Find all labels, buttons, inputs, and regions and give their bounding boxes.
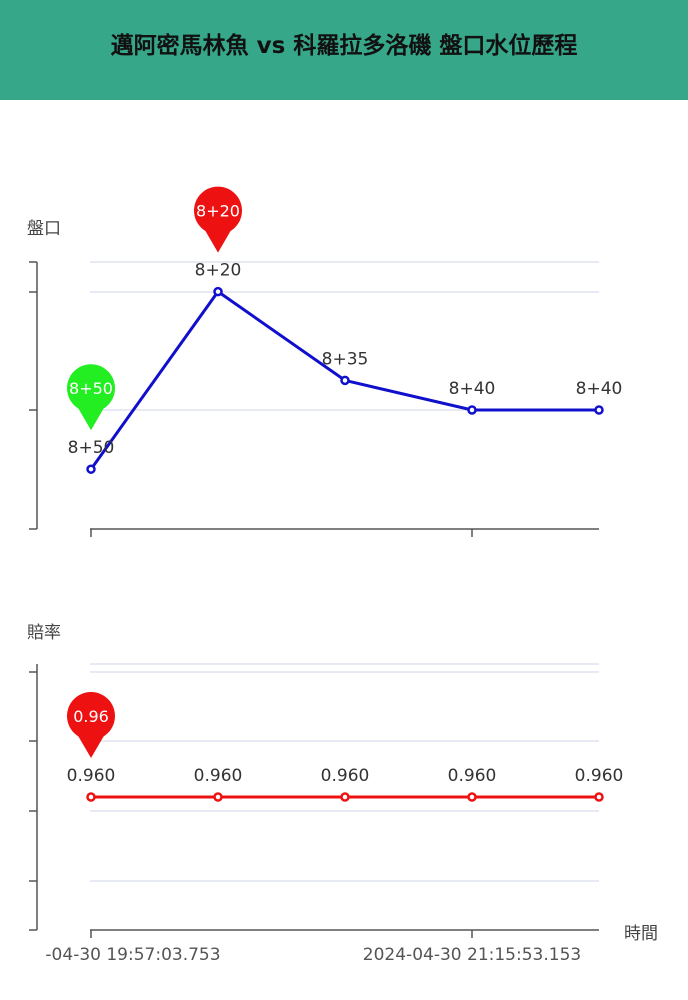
- page-title: 邁阿密馬林魚 vs 科羅拉多洛磯 盤口水位歷程: [110, 33, 578, 59]
- odds-data-label: 0.960: [321, 766, 370, 786]
- odds-marker-pin: 0.96: [67, 692, 116, 758]
- handicap-data-point: [213, 286, 223, 297]
- odds-data-point: [594, 792, 604, 802]
- odds-data-label: 0.960: [67, 766, 116, 786]
- odds-data-label: 0.960: [448, 766, 497, 786]
- marker-label: 0.96: [73, 707, 109, 726]
- marker-label: 8+50: [69, 379, 113, 398]
- odds-data-point: [340, 792, 350, 802]
- odds-data-label: 0.960: [575, 766, 624, 786]
- handicap-data-point: [86, 464, 96, 474]
- odds-data-point: [86, 792, 96, 802]
- x-tick-label: -04-30 19:57:03.753: [45, 945, 220, 965]
- odds-data-point: [213, 792, 223, 802]
- handicap-chart: 8+50 8+20 8+35 8+40 8+40 8+50 8+20: [29, 186, 623, 537]
- handicap-data-point: [594, 405, 604, 415]
- handicap-axis-label: 盤口: [27, 219, 61, 239]
- odds-data-point: [467, 792, 477, 802]
- handicap-marker-pin: 8+20: [194, 186, 243, 253]
- handicap-data-point: [467, 405, 477, 415]
- handicap-data-label: 8+50: [68, 438, 115, 458]
- handicap-data-point: [340, 375, 350, 386]
- handicap-data-label: 8+20: [195, 261, 242, 281]
- handicap-marker-pin: 8+50: [67, 364, 116, 431]
- handicap-data-label: 8+40: [576, 379, 623, 399]
- odds-axis-label: 賠率: [27, 623, 61, 643]
- marker-label: 8+20: [196, 202, 240, 221]
- x-tick-label: 2024-04-30 21:15:53.153: [363, 945, 581, 965]
- handicap-data-label: 8+35: [322, 349, 369, 369]
- odds-data-label: 0.960: [194, 766, 243, 786]
- header-bar: 邁阿密馬林魚 vs 科羅拉多洛磯 盤口水位歷程: [0, 0, 688, 100]
- x-axis-label: 時間: [624, 924, 658, 944]
- odds-chart: -04-30 19:57:03.753 2024-04-30 21:15:53.…: [29, 663, 624, 965]
- handicap-data-label: 8+40: [449, 379, 496, 399]
